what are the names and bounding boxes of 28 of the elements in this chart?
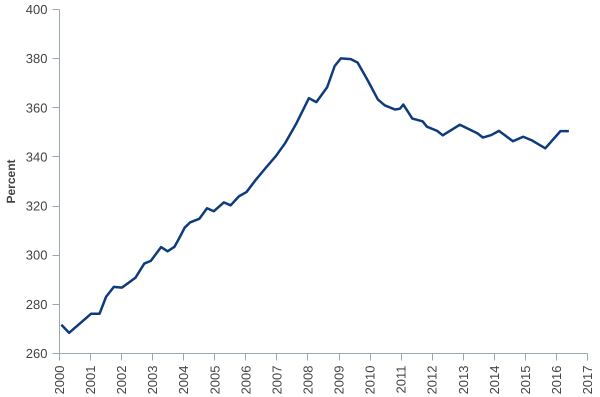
x-tick-label: 2000: [52, 366, 67, 394]
y-tick-label: 300: [26, 248, 48, 263]
line-series: [60, 57, 570, 334]
x-tick-label: 2007: [269, 366, 284, 394]
x-tick-label: 2006: [238, 366, 254, 394]
x-tick-label: 2001: [83, 366, 98, 394]
y-tick-label: 280: [26, 296, 48, 312]
x-tick-label: 2012: [424, 366, 440, 394]
y-axis-title: Percent: [4, 159, 18, 204]
y-tick-label: 260: [26, 346, 48, 361]
y-tick-label: 340: [26, 149, 48, 164]
x-tick-label: 2004: [176, 366, 192, 394]
x-tick-label: 2013: [456, 366, 471, 394]
y-tick-label: 380: [26, 51, 48, 66]
x-tick-label: 2016: [548, 366, 564, 394]
x-tick-label: 2010: [362, 366, 378, 394]
y-tick-label: 320: [26, 198, 48, 214]
x-tick-label: 2005: [207, 366, 222, 394]
x-tick-label: 2002: [114, 366, 130, 394]
x-tick-label: 2014: [486, 366, 502, 394]
x-tick-label: 2017: [580, 366, 595, 394]
y-tick-label: 400: [26, 2, 48, 17]
x-tick-label: 2008: [300, 366, 316, 394]
x-tick-label: 2009: [332, 366, 347, 394]
x-tick-label: 2003: [145, 366, 160, 394]
y-tick-label: 360: [26, 100, 48, 116]
x-tick-label: 2015: [518, 366, 533, 394]
x-tick-label: 2011: [394, 365, 409, 394]
